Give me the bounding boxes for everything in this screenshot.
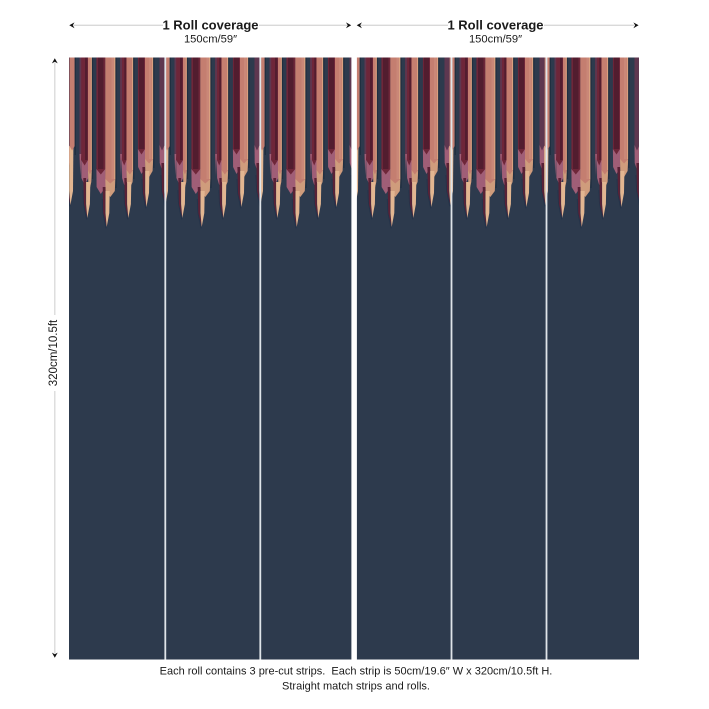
svg-text:320cm/10.5ft: 320cm/10.5ft <box>48 319 60 386</box>
svg-text:Straight match strips and roll: Straight match strips and rolls. <box>282 681 430 693</box>
svg-text:1 Roll coverage: 1 Roll coverage <box>447 18 543 33</box>
svg-text:1 Roll coverage: 1 Roll coverage <box>162 18 258 33</box>
svg-text:150cm/59″: 150cm/59″ <box>469 34 522 46</box>
svg-text:150cm/59″: 150cm/59″ <box>184 34 237 46</box>
svg-text:Each roll contains 3 pre-cut s: Each roll contains 3 pre-cut strips. Eac… <box>160 666 553 678</box>
